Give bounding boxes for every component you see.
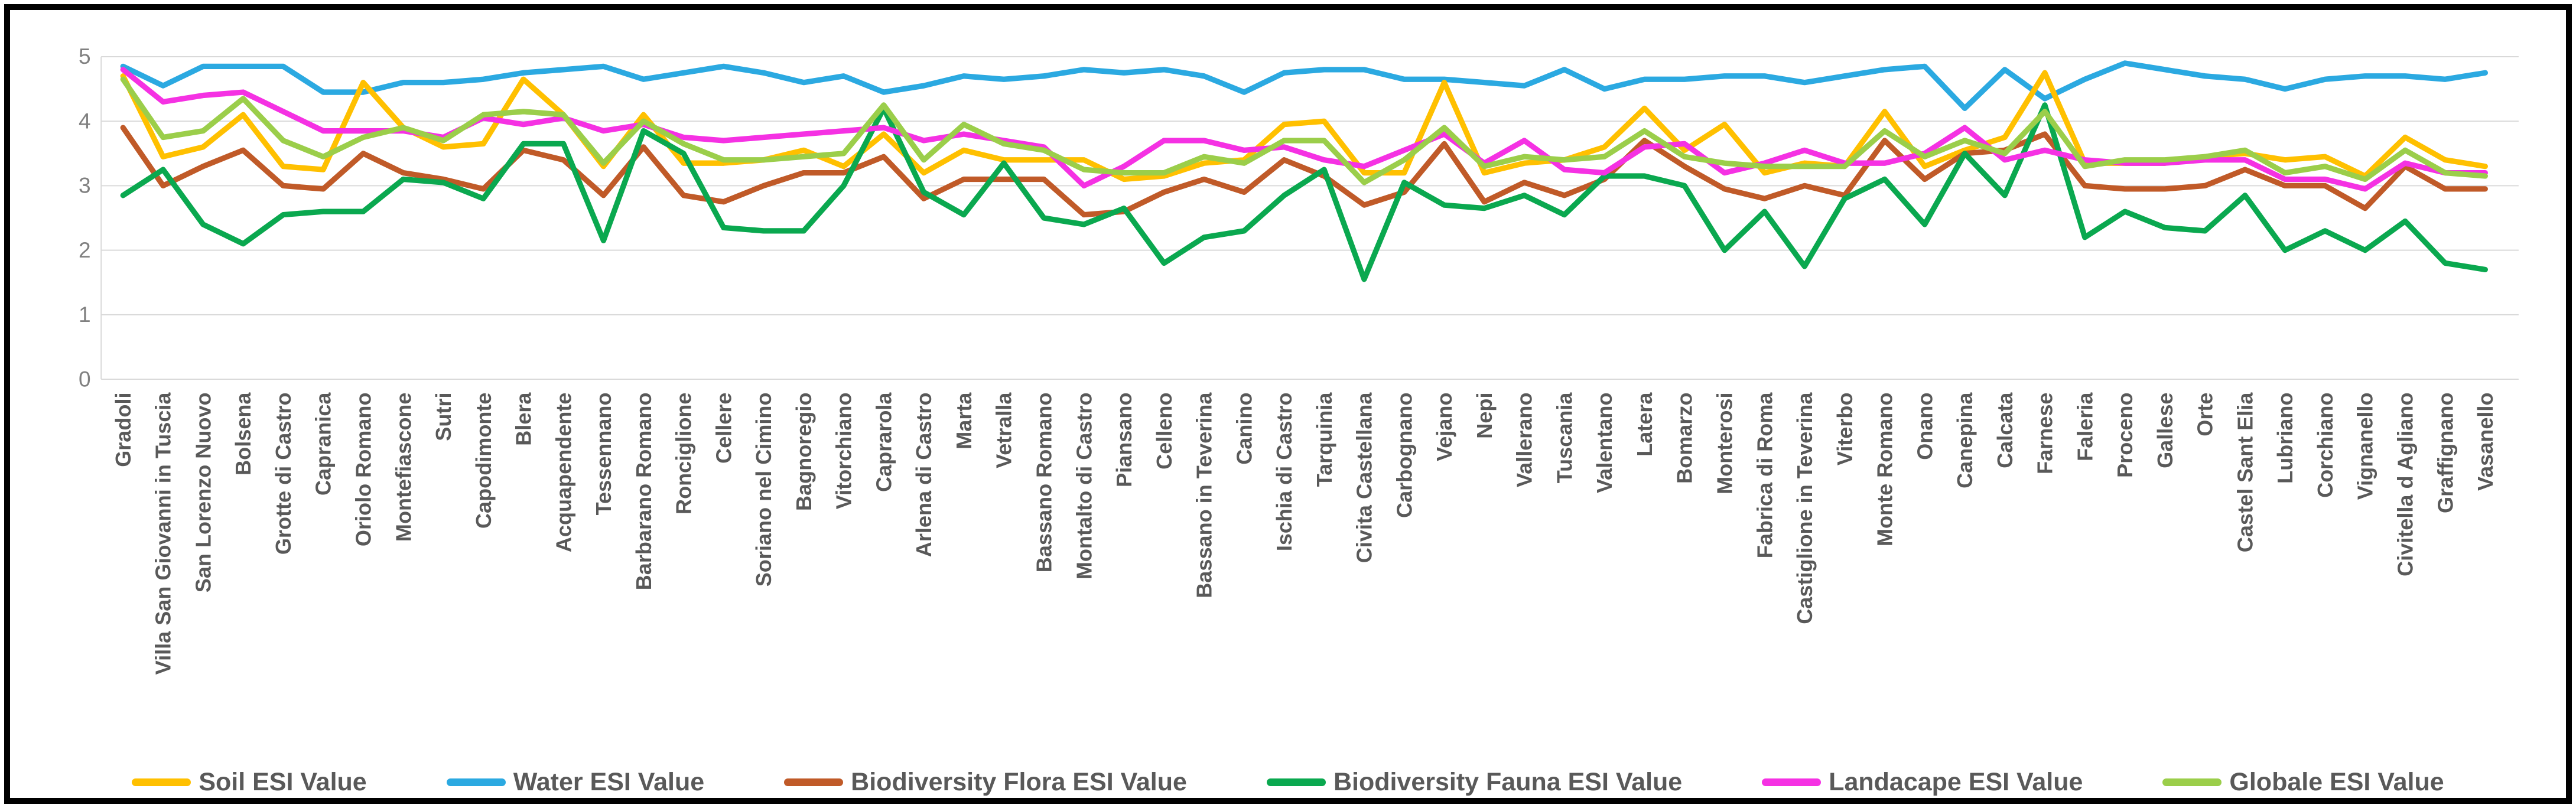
chart-frame: 0 1 2 3 4 5 Gradoli Villa San Giovanni in Tusc… [4, 4, 2572, 804]
legend-label: Globale ESI Value [2229, 767, 2444, 796]
x-tick-label: Bassano in Teverina [1192, 392, 1217, 598]
legend-item-biodiversity-flora-esi-value[interactable]: Biodiversity Flora ESI Value [784, 768, 1187, 797]
x-tick-label: Grotte di Castro [271, 392, 295, 555]
x-tick-label: Calcata [1993, 392, 2017, 468]
legend-swatch-icon [1762, 778, 1822, 786]
x-tick-label: Corchiano [2313, 392, 2337, 497]
x-tick-label: Oriolo Romano [352, 392, 376, 546]
x-tick-label: Proceno [2113, 392, 2137, 477]
x-tick-label: Marta [952, 392, 976, 449]
x-axis-labels: Gradoli Villa San Giovanni in Tuscia San L… [111, 392, 2497, 675]
x-tick-label: Canepina [1953, 392, 1977, 488]
series-line-globale-esi-value[interactable] [120, 76, 2488, 185]
x-tick-label: Montalto di Castro [1072, 392, 1096, 579]
x-tick-label: Farnese [2033, 392, 2057, 474]
legend-label: Biodiversity Flora ESI Value [851, 767, 1187, 796]
gridlines [100, 56, 2519, 380]
x-tick-label: Civitella d Agliano [2393, 392, 2418, 576]
x-tick-label: Bagnoregio [792, 392, 816, 510]
x-tick-label: Orte [2193, 392, 2217, 436]
legend-label: Soil ESI Value [199, 767, 367, 796]
x-tick-label: Latera [1632, 392, 1657, 457]
x-tick-label: Castel Sant Elia [2233, 392, 2257, 553]
x-tick-label: Barbarano Romano [632, 392, 656, 590]
x-tick-label: Celleno [1152, 392, 1176, 469]
x-tick-label: Monterosi [1713, 392, 1737, 494]
x-tick-label: Piansano [1112, 392, 1136, 487]
x-tick-label: Civita Castellana [1352, 392, 1377, 563]
x-tick-label: Vignanello [2353, 392, 2377, 500]
x-tick-label: Gallese [2153, 392, 2177, 468]
legend-item-biodiversity-fauna-esi-value[interactable]: Biodiversity Fauna ESI Value [1266, 767, 1683, 797]
x-tick-label: Vejano [1432, 392, 1456, 461]
legend-swatch-icon [2162, 778, 2222, 786]
legend-item-globale-esi-value[interactable]: Globale ESI Value [2162, 768, 2444, 797]
x-tick-label: Gradoli [111, 392, 135, 467]
x-tick-label: Vasanello [2473, 392, 2497, 490]
x-tick-label: Monte Romano [1873, 392, 1897, 546]
x-tick-label: Tarquinia [1312, 392, 1336, 487]
legend-swatch-icon [132, 778, 191, 786]
x-tick-label: Bassano Romano [1032, 392, 1056, 572]
series-line-landacape-esi-value[interactable] [120, 67, 2488, 192]
x-tick-label: Caprarola [871, 392, 896, 492]
x-tick-label: Onano [1913, 392, 1937, 460]
x-tick-label: Vitorchiano [832, 392, 856, 509]
y-tick-label: 0 [79, 366, 91, 391]
legend-item-water-esi-value[interactable]: Water ESI Value [446, 767, 705, 797]
y-tick-label: 4 [79, 108, 91, 133]
x-tick-label: Acquapendente [551, 392, 575, 552]
y-tick-label: 5 [79, 44, 91, 69]
x-tick-label: Canino [1232, 392, 1256, 464]
x-tick-label: Arlena di Castro [912, 392, 936, 557]
x-tick-label: Ischia di Castro [1272, 392, 1296, 551]
legend-label: Water ESI Value [513, 767, 705, 796]
x-tick-label: Viterbo [1833, 392, 1857, 465]
x-tick-label: Carbognano [1392, 392, 1416, 517]
x-tick-label: Cellere [711, 392, 736, 463]
y-tick-label: 1 [79, 302, 91, 327]
x-tick-label: Soriano nel Cimino [752, 392, 776, 587]
series-line-biodiversity-fauna-esi-value[interactable] [120, 102, 2488, 282]
chart-legend: Soil ESI Value Water ESI Value Biodiversit… [10, 761, 2566, 803]
y-axis-labels: 0 1 2 3 4 5 [79, 44, 91, 391]
x-tick-label: Lubriano [2273, 392, 2297, 483]
x-tick-label: San Lorenzo Nuovo [191, 392, 215, 592]
x-tick-label: Bomarzo [1673, 392, 1697, 483]
esi-line-chart: 0 1 2 3 4 5 Gradoli Villa San Giovanni in Tusc… [79, 44, 2519, 675]
x-tick-label: Blera [512, 392, 536, 446]
x-tick-label: Capodimonte [471, 392, 496, 529]
x-tick-label: Graffignano [2433, 392, 2457, 513]
x-tick-label: Nepi [1472, 392, 1497, 438]
x-tick-label: Montefiascone [391, 392, 415, 542]
x-tick-label: Fabrica di Roma [1752, 392, 1777, 559]
series-lines [120, 60, 2488, 282]
x-tick-label: Faleria [2073, 392, 2097, 461]
x-tick-label: Sutri [431, 392, 456, 441]
x-tick-label: Valentano [1592, 392, 1616, 493]
legend-item-soil-esi-value[interactable]: Soil ESI Value [132, 767, 367, 797]
series-line-water-esi-value[interactable] [120, 60, 2488, 111]
legend-item-landacape-esi-value[interactable]: Landacape ESI Value [1762, 768, 2083, 797]
x-tick-label: Tessennano [591, 392, 616, 515]
y-tick-label: 3 [79, 173, 91, 198]
x-tick-label: Vetralla [992, 392, 1016, 468]
x-tick-label: Ronciglione [672, 392, 696, 514]
legend-swatch-icon [446, 778, 506, 786]
x-tick-label: Castiglione in Teverina [1793, 392, 1817, 624]
legend-swatch-icon [784, 778, 844, 786]
y-tick-label: 2 [79, 237, 91, 262]
legend-label: Landacape ESI Value [1829, 767, 2083, 796]
legend-swatch-icon [1266, 778, 1326, 786]
x-tick-label: Vallerano [1513, 392, 1537, 487]
x-tick-label: Capranica [311, 392, 336, 496]
x-tick-label: Tuscania [1552, 392, 1576, 484]
x-tick-label: Bolsena [231, 392, 255, 475]
legend-label: Biodiversity Fauna ESI Value [1333, 767, 1683, 796]
x-tick-label: Villa San Giovanni in Tuscia [151, 392, 175, 675]
